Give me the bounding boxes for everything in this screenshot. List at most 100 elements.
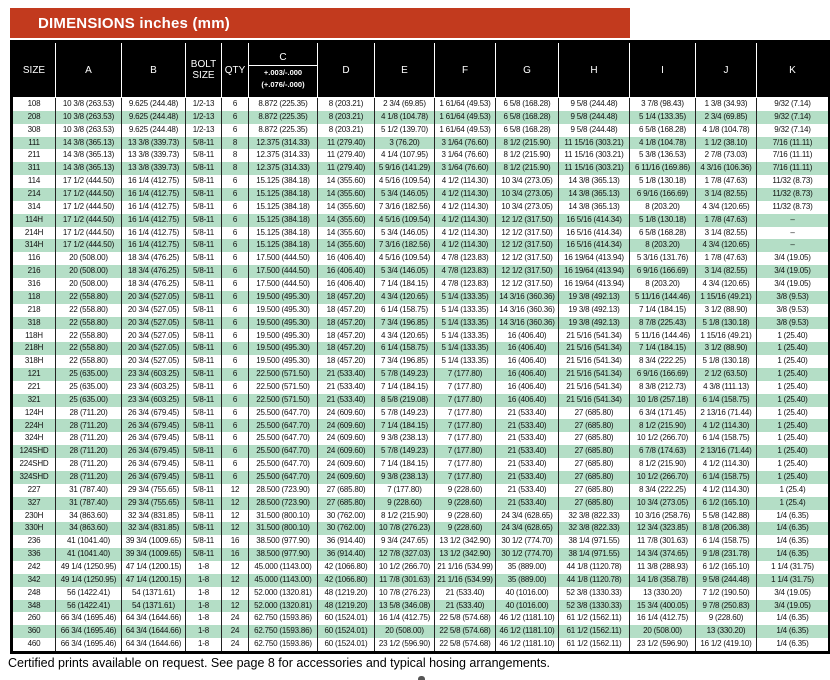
value-cell: 6 9/16 (166.69) — [629, 265, 696, 279]
value-cell: 12 — [221, 483, 249, 497]
value-cell: 56 (1422.41) — [55, 599, 122, 613]
value-cell: 6 1/4 (158.75) — [695, 470, 757, 484]
value-cell: 5 1/2 (139.70) — [374, 123, 435, 137]
value-cell: 14 3/8 (365.13) — [55, 149, 122, 163]
value-cell: 7 1/4 (184.15) — [374, 380, 435, 394]
value-cell: 44 1/8 (1120.78) — [558, 560, 630, 574]
value-cell: 7/16 (11.11) — [756, 149, 830, 163]
table-row: 208 10 3/8 (263.53) 9.625 (244.48) 1/2-13 6 8… — [11, 110, 830, 124]
value-cell: 5 3/8 (136.53) — [629, 149, 696, 163]
value-cell: 12 1/2 (317.50) — [495, 213, 559, 227]
value-cell: 38 1/4 (971.55) — [558, 535, 630, 549]
size-cell: 218H — [11, 342, 56, 356]
value-cell: 62.750 (1593.86) — [248, 625, 318, 639]
value-cell: 6 1/4 (158.75) — [374, 303, 435, 317]
size-cell: 314H — [11, 239, 56, 253]
table-row: 460 66 3/4 (1695.46) 64 3/4 (1644.66) 1-8 24… — [11, 638, 830, 653]
value-cell: 21 (533.40) — [495, 496, 559, 510]
value-cell: 5/8-11 — [185, 445, 222, 459]
value-cell: 8 1/8 (206.38) — [695, 522, 757, 536]
value-cell: 17 1/2 (444.50) — [55, 213, 122, 227]
value-cell: 16 5/16 (414.34) — [558, 239, 630, 253]
value-cell: 60 (1524.01) — [317, 638, 375, 653]
value-cell: 1/4 (6.35) — [756, 548, 830, 561]
value-cell: 25.500 (647.70) — [248, 432, 318, 446]
size-cell: 318 — [11, 316, 56, 330]
value-cell: 11 (279.40) — [317, 149, 375, 163]
table-row: 227 31 (787.40) 29 3/4 (755.65) 5/8-11 12 28.… — [11, 483, 830, 497]
size-cell: 348 — [11, 599, 56, 613]
value-cell: 6 1/4 (158.75) — [695, 535, 757, 549]
value-cell: 9.625 (244.48) — [121, 110, 186, 124]
header-h: H — [558, 41, 630, 98]
value-cell: 5/8-11 — [185, 432, 222, 446]
value-cell: 6 — [221, 97, 249, 111]
header-c: C +.003/-.000 (+.076/-.000) — [248, 41, 318, 98]
value-cell: 6 — [221, 290, 249, 304]
table-row: 308 10 3/8 (263.53) 9.625 (244.48) 1/2-13 6 8… — [11, 123, 830, 137]
value-cell: 5/8-11 — [185, 175, 222, 189]
value-cell: 16 1/4 (412.75) — [374, 612, 435, 626]
value-cell: 4 3/16 (106.36) — [695, 162, 757, 176]
value-cell: 21 5/16 (541.34) — [558, 329, 630, 343]
header-c-tolerance-2: (+.076/-.000) — [261, 80, 305, 89]
size-cell: 330H — [11, 522, 56, 536]
value-cell: 5 3/16 (131.76) — [629, 252, 696, 266]
value-cell: 4 1/8 (104.78) — [695, 123, 757, 137]
value-cell: 11 15/16 (303.21) — [558, 136, 630, 150]
value-cell: 21 (533.40) — [495, 432, 559, 446]
size-cell: 327 — [11, 496, 56, 510]
value-cell: 9 5/8 (244.48) — [558, 110, 630, 124]
value-cell: 61 1/2 (1562.11) — [558, 638, 630, 653]
value-cell: 45.000 (1143.00) — [248, 573, 318, 587]
value-cell: 5 1/8 (130.18) — [695, 355, 757, 369]
value-cell: 10 1/8 (257.18) — [629, 393, 696, 407]
value-cell: 11 7/8 (301.63) — [374, 573, 435, 587]
value-cell: 12 1/2 (317.50) — [495, 226, 559, 240]
value-cell: 30 1/2 (774.70) — [495, 548, 559, 561]
table-row: 260 66 3/4 (1695.46) 64 3/4 (1644.66) 1-8 24… — [11, 612, 830, 626]
value-cell: 6 — [221, 355, 249, 369]
value-cell: 25 (635.00) — [55, 368, 122, 381]
value-cell: 10 3/4 (273.05) — [629, 496, 696, 510]
value-cell: 56 (1422.41) — [55, 586, 122, 600]
table-row: 224SHD 28 (711.20) 26 3/4 (679.45) 5/8-11 6 2… — [11, 458, 830, 471]
table-row: 360 66 3/4 (1695.46) 64 3/4 (1644.66) 1-8 24… — [11, 625, 830, 639]
value-cell: 6 — [221, 175, 249, 189]
value-cell: 21 1/16 (534.99) — [434, 573, 496, 587]
value-cell: 24 (609.60) — [317, 406, 375, 420]
value-cell: 1 61/64 (49.53) — [434, 97, 496, 111]
value-cell: 8.872 (225.35) — [248, 110, 318, 124]
value-cell: 4 7/8 (123.83) — [434, 265, 496, 279]
value-cell: 18 (457.20) — [317, 342, 375, 356]
value-cell: 8 — [221, 162, 249, 176]
size-cell: 121 — [11, 368, 56, 381]
table-row: 114 17 1/2 (444.50) 16 1/4 (412.75) 5/8-11 6… — [11, 175, 830, 189]
value-cell: 21 5/16 (541.34) — [558, 355, 630, 369]
value-cell: 5/8-11 — [185, 290, 222, 304]
value-cell: 13 1/2 (342.90) — [434, 535, 496, 549]
value-cell: 28 (711.20) — [55, 445, 122, 459]
header-qty: QTY — [221, 41, 249, 98]
value-cell: 26 3/4 (679.45) — [121, 406, 186, 420]
table-row: 118H 22 (558.80) 20 3/4 (527.05) 5/8-11 6 19.… — [11, 329, 830, 343]
value-cell: 5 7/8 (149.23) — [374, 406, 435, 420]
value-cell: 6 — [221, 123, 249, 137]
value-cell: 14 3/16 (360.36) — [495, 316, 559, 330]
value-cell: 1 (25.40) — [756, 470, 830, 484]
value-cell: 60 (1524.01) — [317, 612, 375, 626]
value-cell: 7 (177.80) — [434, 458, 496, 471]
value-cell: 21 (533.40) — [434, 586, 496, 600]
size-cell: 311 — [11, 162, 56, 176]
value-cell: 2 13/16 (71.44) — [695, 445, 757, 459]
value-cell: 5/8-11 — [185, 548, 222, 561]
value-cell: 5 1/4 (133.35) — [434, 329, 496, 343]
value-cell: 2 3/4 (69.85) — [374, 97, 435, 111]
value-cell: 16 (406.40) — [495, 329, 559, 343]
value-cell: 5/8-11 — [185, 380, 222, 394]
value-cell: 38.500 (977.90) — [248, 535, 318, 549]
value-cell: 1 1/2 (38.10) — [695, 136, 757, 150]
header-bolt-size: BOLT SIZE — [185, 41, 222, 98]
value-cell: 10 1/2 (266.70) — [629, 470, 696, 484]
value-cell: 64 3/4 (1644.66) — [121, 638, 186, 653]
